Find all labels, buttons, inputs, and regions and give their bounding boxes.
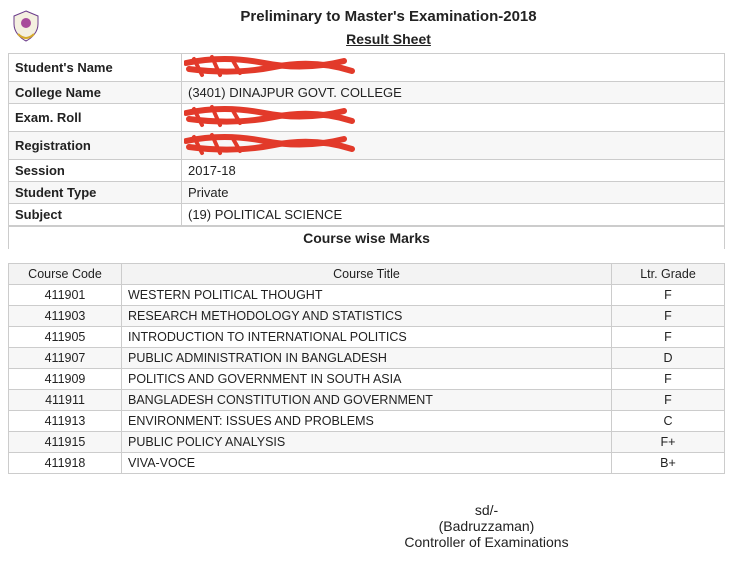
cell-grade: C [612, 411, 725, 432]
info-value [182, 132, 725, 160]
table-row: 411915PUBLIC POLICY ANALYSISF+ [9, 432, 725, 453]
cell-course-title: PUBLIC POLICY ANALYSIS [122, 432, 612, 453]
info-value: (19) POLITICAL SCIENCE [182, 204, 725, 226]
marks-table-caption: Course wise Marks [8, 226, 725, 249]
cell-course-code: 411913 [9, 411, 122, 432]
info-label: Subject [9, 204, 182, 226]
header: Preliminary to Master's Examination-2018… [8, 8, 725, 53]
cell-course-code: 411903 [9, 306, 122, 327]
info-label: College Name [9, 82, 182, 104]
cell-course-title: VIVA-VOCE [122, 453, 612, 474]
table-row: 411903RESEARCH METHODOLOGY AND STATISTIC… [9, 306, 725, 327]
info-row: Student TypePrivate [9, 182, 725, 204]
cell-course-code: 411915 [9, 432, 122, 453]
table-row: 411907PUBLIC ADMINISTRATION IN BANGLADES… [9, 348, 725, 369]
col-header-code: Course Code [9, 264, 122, 285]
cell-course-title: INTRODUCTION TO INTERNATIONAL POLITICS [122, 327, 612, 348]
info-value: 2017-18 [182, 160, 725, 182]
cell-grade: F [612, 369, 725, 390]
info-value: Private [182, 182, 725, 204]
signature-sd: sd/- [128, 502, 733, 518]
table-row: 411901WESTERN POLITICAL THOUGHTF [9, 285, 725, 306]
table-row: 411911BANGLADESH CONSTITUTION AND GOVERN… [9, 390, 725, 411]
info-row: Registration [9, 132, 725, 160]
redaction-mark [188, 57, 348, 75]
info-row: Subject(19) POLITICAL SCIENCE [9, 204, 725, 226]
info-value [182, 54, 725, 82]
cell-course-title: WESTERN POLITICAL THOUGHT [122, 285, 612, 306]
info-value [182, 104, 725, 132]
info-label: Session [9, 160, 182, 182]
cell-course-code: 411911 [9, 390, 122, 411]
cell-grade: D [612, 348, 725, 369]
info-label: Student Type [9, 182, 182, 204]
cell-grade: F [612, 285, 725, 306]
info-row: Session2017-18 [9, 160, 725, 182]
cell-grade: B+ [612, 453, 725, 474]
table-row: 411913ENVIRONMENT: ISSUES AND PROBLEMSC [9, 411, 725, 432]
cell-course-title: POLITICS AND GOVERNMENT IN SOUTH ASIA [122, 369, 612, 390]
cell-course-title: PUBLIC ADMINISTRATION IN BANGLADESH [122, 348, 612, 369]
table-row: 411905INTRODUCTION TO INTERNATIONAL POLI… [9, 327, 725, 348]
cell-course-code: 411905 [9, 327, 122, 348]
cell-course-title: ENVIRONMENT: ISSUES AND PROBLEMS [122, 411, 612, 432]
cell-course-code: 411909 [9, 369, 122, 390]
student-info-table: Student's Name College Name(3401) DINAJP… [8, 53, 725, 226]
info-row: Exam. Roll [9, 104, 725, 132]
page-subtitle: Result Sheet [52, 31, 725, 47]
institution-logo [8, 8, 44, 44]
table-row: 411909POLITICS AND GOVERNMENT IN SOUTH A… [9, 369, 725, 390]
signature-block: sd/- (Badruzzaman) Controller of Examina… [128, 502, 733, 550]
signature-title: Controller of Examinations [128, 534, 733, 550]
cell-course-code: 411907 [9, 348, 122, 369]
cell-grade: F [612, 390, 725, 411]
info-label: Student's Name [9, 54, 182, 82]
cell-grade: F+ [612, 432, 725, 453]
col-header-grade: Ltr. Grade [612, 264, 725, 285]
cell-course-title: RESEARCH METHODOLOGY AND STATISTICS [122, 306, 612, 327]
info-label: Registration [9, 132, 182, 160]
marks-table: Course Code Course Title Ltr. Grade 4119… [8, 263, 725, 474]
cell-grade: F [612, 306, 725, 327]
info-row: Student's Name [9, 54, 725, 82]
signature-name: (Badruzzaman) [128, 518, 733, 534]
page-main-title: Preliminary to Master's Examination-2018 [52, 8, 725, 25]
info-label: Exam. Roll [9, 104, 182, 132]
info-value: (3401) DINAJPUR GOVT. COLLEGE [182, 82, 725, 104]
cell-grade: F [612, 327, 725, 348]
cell-course-title: BANGLADESH CONSTITUTION AND GOVERNMENT [122, 390, 612, 411]
cell-course-code: 411901 [9, 285, 122, 306]
table-row: 411918VIVA-VOCEB+ [9, 453, 725, 474]
redaction-mark [188, 135, 348, 153]
redaction-mark [188, 107, 348, 125]
col-header-title: Course Title [122, 264, 612, 285]
cell-course-code: 411918 [9, 453, 122, 474]
info-row: College Name(3401) DINAJPUR GOVT. COLLEG… [9, 82, 725, 104]
